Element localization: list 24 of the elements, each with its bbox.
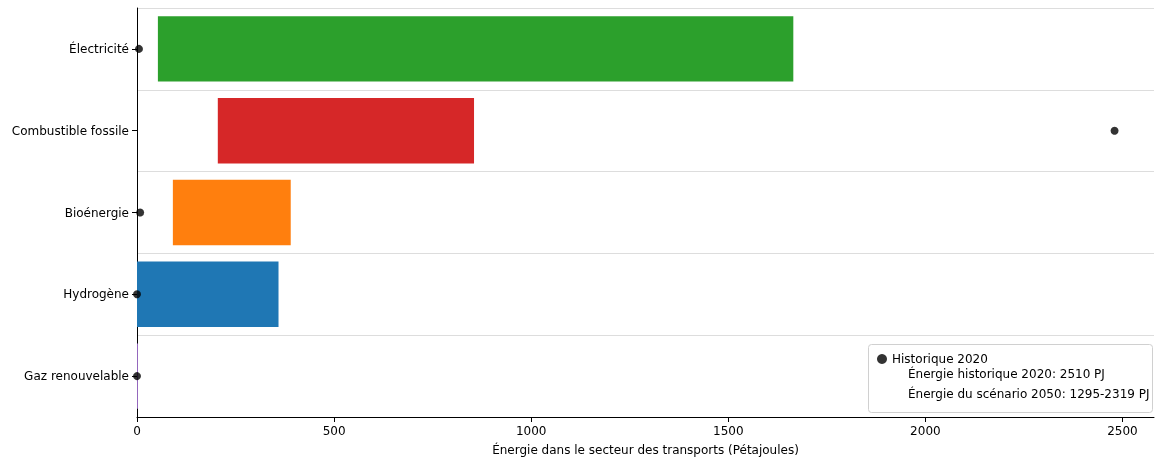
x-tick-label: 2500 xyxy=(1107,424,1138,438)
x-tick-label: 2000 xyxy=(910,424,941,438)
y-tick-label: Combustible fossile xyxy=(11,123,129,138)
bar xyxy=(217,97,475,164)
bar xyxy=(137,261,279,328)
x-tick-label: 500 xyxy=(322,424,346,438)
y-tick-label: Gaz renouvelable xyxy=(24,369,129,384)
annotation: Énergie du scénario 2050: 1295-2319 PJ xyxy=(908,386,1150,401)
legend-label: Historique 2020 xyxy=(892,352,988,366)
point xyxy=(136,208,145,217)
y-tick-label: Électricité xyxy=(69,40,129,56)
bar xyxy=(157,16,794,82)
y-tick-label: Bioénergie xyxy=(64,205,129,220)
point xyxy=(1110,126,1119,135)
x-tick-label: 0 xyxy=(133,424,141,438)
x-axis-title: Énergie dans le secteur des transports (Pétajoules) xyxy=(492,442,799,457)
point xyxy=(134,44,143,53)
point xyxy=(133,290,141,299)
bar xyxy=(172,179,291,246)
y-tick-label: Hydrogène xyxy=(63,287,129,302)
x-tick-label: 1000 xyxy=(515,424,547,438)
x-tick-label: 1500 xyxy=(713,424,744,438)
annotation: Énergie historique 2020: 2510 PJ xyxy=(908,366,1105,381)
point xyxy=(133,372,141,381)
